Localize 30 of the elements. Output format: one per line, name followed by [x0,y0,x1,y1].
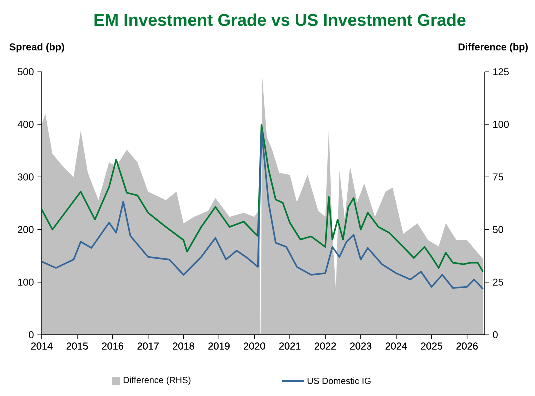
x-tick-label: 2021 [280,342,301,350]
x-tick-label: 2026 [456,342,478,350]
y-tick-label: 500 [18,68,34,76]
y2-tick-label: 125 [494,68,509,76]
x-tick-label: 2019 [208,342,230,350]
x-tick-label: 2016 [102,342,124,350]
y-tick-label: 400 [18,121,34,128]
y-tick-label: 300 [18,174,34,181]
x-tick-label: 2023 [350,342,372,350]
x-tick-label: 2014 [31,342,53,350]
x-tick-label: 2022 [314,342,336,350]
y-tick-label: 200 [18,226,34,234]
legend-label: Difference (RHS) [124,376,191,386]
legend-label: US Domestic IG [308,378,371,384]
x-tick-label: 2015 [66,342,88,350]
x-tick-label: 2024 [386,342,408,350]
y2-tick-label: 0 [493,331,498,339]
y2-tick-label: 25 [493,278,504,286]
x-tick-label: 2017 [138,342,159,350]
y2-tick-label: 100 [494,121,510,128]
y-tick-label: 100 [18,278,34,286]
chart-title: EM Investment Grade vs US Investment Grade [94,14,466,26]
y2-tick-label: 50 [493,226,504,234]
y2-tick-label: 75 [493,174,504,181]
x-tick-label: 2020 [244,342,266,350]
y2-axis-title: Difference (bp) [458,43,528,53]
x-tick-label: 2025 [421,342,443,350]
y-axis-title: Spread (bp) [10,43,64,53]
y-tick-label: 0 [29,331,34,339]
x-tick-label: 2018 [173,342,194,350]
